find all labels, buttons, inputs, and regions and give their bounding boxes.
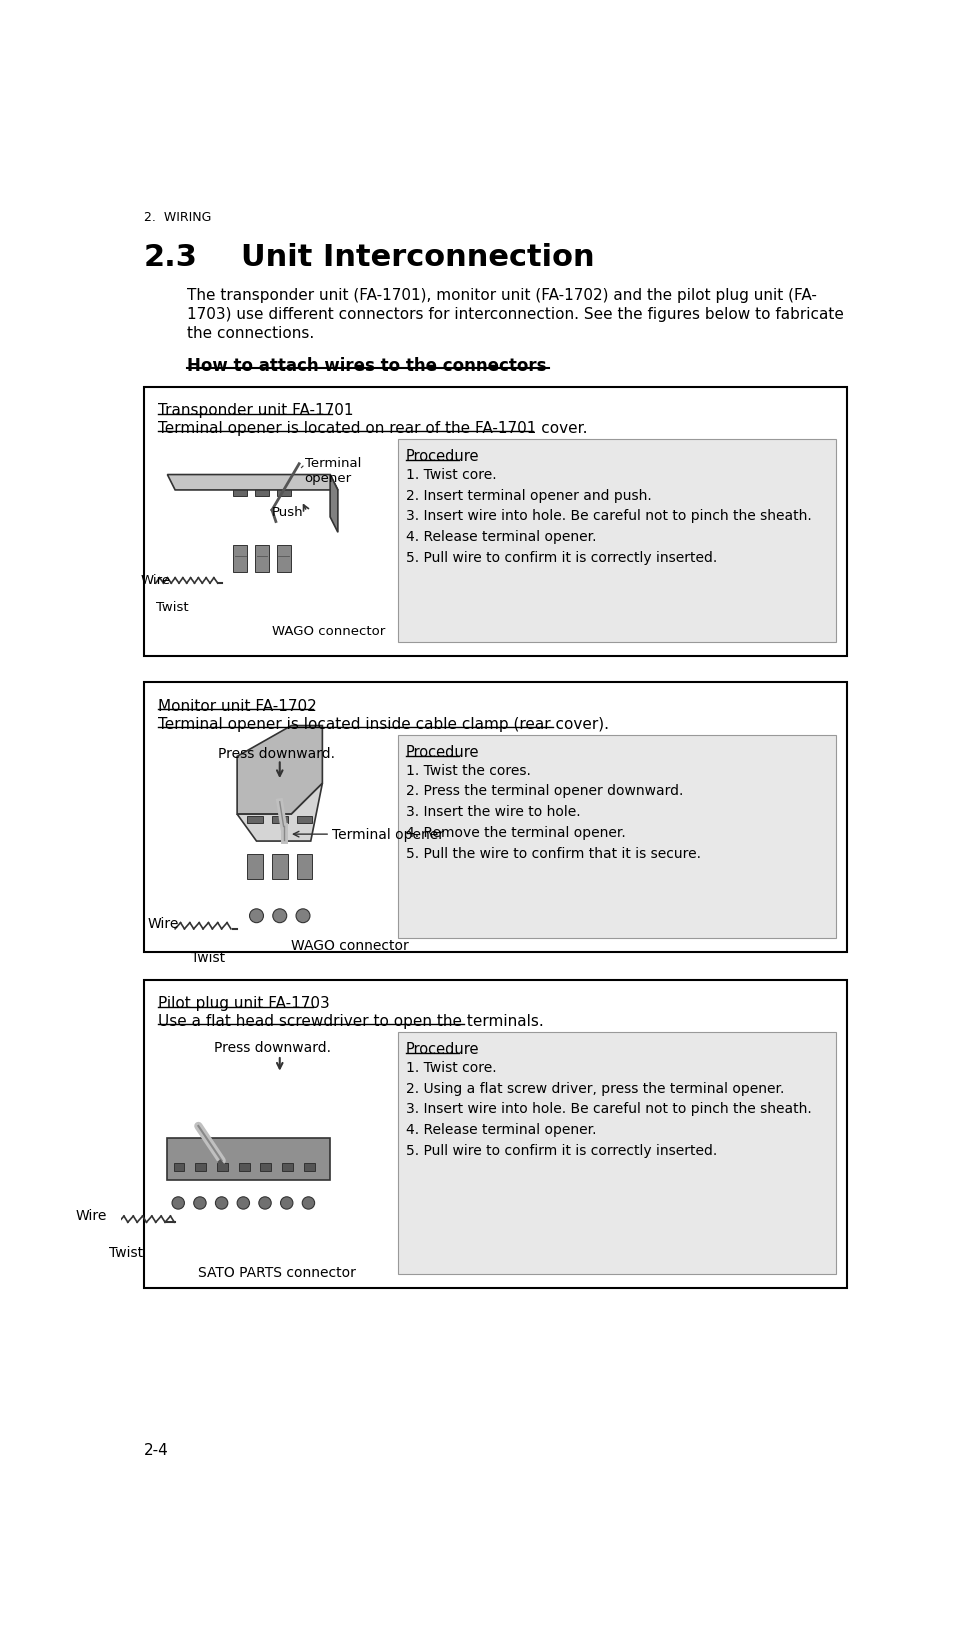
Text: 2. Press the terminal opener downward.: 2. Press the terminal opener downward. — [406, 783, 684, 798]
Circle shape — [172, 1196, 185, 1210]
Polygon shape — [237, 726, 322, 815]
Text: SATO PARTS connector: SATO PARTS connector — [198, 1265, 356, 1278]
Polygon shape — [167, 475, 337, 490]
Bar — [144, 980, 847, 1288]
Text: Press downward.: Press downward. — [214, 1041, 331, 1054]
Text: 3. Insert wire into hole. Be careful not to pinch the sheath.: 3. Insert wire into hole. Be careful not… — [406, 1101, 812, 1116]
Text: 3. Insert wire into hole. Be careful not to pinch the sheath.: 3. Insert wire into hole. Be careful not… — [406, 510, 812, 523]
Text: Push: Push — [272, 506, 303, 518]
Text: Terminal opener is located inside cable clamp (rear cover).: Terminal opener is located inside cable … — [158, 716, 609, 731]
Bar — [255, 488, 269, 497]
Text: How to attach wires to the connectors: How to attach wires to the connectors — [187, 357, 546, 375]
Text: Wire: Wire — [76, 1208, 107, 1221]
Polygon shape — [221, 1044, 310, 1137]
Text: Monitor unit FA-1702: Monitor unit FA-1702 — [158, 698, 317, 713]
Text: 3. Insert the wire to hole.: 3. Insert the wire to hole. — [406, 805, 581, 818]
Bar — [272, 854, 287, 879]
Text: Twist: Twist — [190, 951, 224, 965]
Bar — [255, 546, 269, 572]
Bar — [144, 387, 847, 657]
Circle shape — [249, 910, 263, 923]
Bar — [217, 1164, 228, 1170]
Text: Procedure: Procedure — [406, 449, 480, 464]
Bar — [195, 1164, 206, 1170]
Bar — [144, 683, 847, 952]
Bar — [304, 1164, 314, 1170]
Text: Procedure: Procedure — [406, 1042, 480, 1057]
Wedge shape — [303, 1144, 334, 1157]
Text: Unit Interconnection: Unit Interconnection — [241, 243, 595, 272]
Text: 1. Twist the cores.: 1. Twist the cores. — [406, 764, 531, 777]
Text: 2.  WIRING: 2. WIRING — [144, 210, 212, 223]
Text: Press downward.: Press downward. — [218, 746, 335, 760]
Circle shape — [273, 910, 287, 923]
Bar — [233, 546, 248, 572]
Bar — [173, 1164, 185, 1170]
Text: 2.3: 2.3 — [144, 243, 198, 272]
Text: the connections.: the connections. — [187, 326, 314, 341]
Bar — [282, 1164, 293, 1170]
Circle shape — [280, 1196, 293, 1210]
Bar — [260, 1164, 271, 1170]
Text: 4. Release terminal opener.: 4. Release terminal opener. — [406, 1123, 597, 1136]
Bar — [248, 854, 263, 879]
Text: Terminal opener: Terminal opener — [333, 828, 445, 841]
Text: 5. Pull wire to confirm it is correctly inserted.: 5. Pull wire to confirm it is correctly … — [406, 1144, 718, 1157]
Text: 4. Remove the terminal opener.: 4. Remove the terminal opener. — [406, 826, 626, 839]
Polygon shape — [221, 1106, 310, 1169]
Bar — [398, 1033, 836, 1274]
Polygon shape — [237, 783, 322, 841]
Text: Terminal
opener: Terminal opener — [305, 457, 361, 485]
Bar — [398, 439, 836, 642]
Text: 5. Pull wire to confirm it is correctly inserted.: 5. Pull wire to confirm it is correctly … — [406, 551, 718, 565]
Text: 1. Twist core.: 1. Twist core. — [406, 1060, 497, 1074]
Bar — [297, 854, 312, 879]
Text: 4. Release terminal opener.: 4. Release terminal opener. — [406, 529, 597, 544]
Text: Use a flat head screwdriver to open the terminals.: Use a flat head screwdriver to open the … — [158, 1013, 543, 1028]
Text: 5. Pull the wire to confirm that it is secure.: 5. Pull the wire to confirm that it is s… — [406, 846, 701, 860]
Text: WAGO connector: WAGO connector — [291, 939, 409, 952]
Text: 1703) use different connectors for interconnection. See the figures below to fab: 1703) use different connectors for inter… — [187, 306, 843, 321]
Bar — [297, 816, 312, 824]
Circle shape — [303, 1196, 314, 1210]
Bar — [277, 546, 291, 572]
Text: 2. Insert terminal opener and push.: 2. Insert terminal opener and push. — [406, 488, 652, 502]
Text: Wire: Wire — [140, 574, 170, 587]
Polygon shape — [287, 1106, 310, 1169]
Text: Procedure: Procedure — [406, 744, 480, 759]
Polygon shape — [330, 475, 337, 533]
Text: 2. Using a flat screw driver, press the terminal opener.: 2. Using a flat screw driver, press the … — [406, 1080, 784, 1095]
Text: Transponder unit FA-1701: Transponder unit FA-1701 — [158, 403, 354, 418]
Bar — [272, 816, 287, 824]
Bar — [239, 1164, 249, 1170]
Text: 2-4: 2-4 — [144, 1442, 169, 1457]
Text: 1. Twist core.: 1. Twist core. — [406, 467, 497, 482]
Circle shape — [193, 1196, 206, 1210]
Text: Twist: Twist — [109, 1246, 143, 1259]
Bar — [398, 736, 836, 939]
Text: WAGO connector: WAGO connector — [272, 624, 385, 638]
Text: Pilot plug unit FA-1703: Pilot plug unit FA-1703 — [158, 995, 330, 1010]
Bar — [167, 1137, 330, 1180]
Text: Wire: Wire — [148, 916, 179, 929]
Bar — [277, 488, 291, 497]
Text: Twist: Twist — [156, 600, 189, 613]
Circle shape — [237, 1196, 249, 1210]
Bar — [233, 488, 248, 497]
Circle shape — [296, 910, 310, 923]
Text: Terminal opener is located on rear of the FA-1701 cover.: Terminal opener is located on rear of th… — [158, 421, 588, 436]
Bar — [248, 816, 263, 824]
Circle shape — [216, 1196, 228, 1210]
Text: The transponder unit (FA-1701), monitor unit (FA-1702) and the pilot plug unit (: The transponder unit (FA-1701), monitor … — [187, 287, 816, 303]
Circle shape — [259, 1196, 271, 1210]
